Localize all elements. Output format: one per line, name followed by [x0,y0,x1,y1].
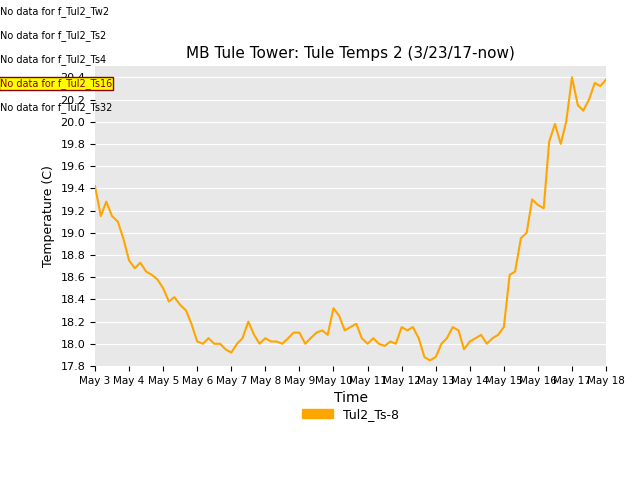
Text: No data for f_Tul2_Ts4: No data for f_Tul2_Ts4 [0,54,106,65]
Legend: Tul2_Ts-8: Tul2_Ts-8 [297,403,404,426]
Y-axis label: Temperature (C): Temperature (C) [42,165,55,267]
Text: No data for f_Tul2_Ts16: No data for f_Tul2_Ts16 [0,78,112,89]
Text: No data for f_Tul2_Ts32: No data for f_Tul2_Ts32 [0,102,113,113]
Text: No data for f_Tul2_Tw2: No data for f_Tul2_Tw2 [0,6,109,17]
Title: MB Tule Tower: Tule Temps 2 (3/23/17-now): MB Tule Tower: Tule Temps 2 (3/23/17-now… [186,46,515,61]
Text: No data for f_Tul2_Ts2: No data for f_Tul2_Ts2 [0,30,106,41]
X-axis label: Time: Time [333,391,367,405]
